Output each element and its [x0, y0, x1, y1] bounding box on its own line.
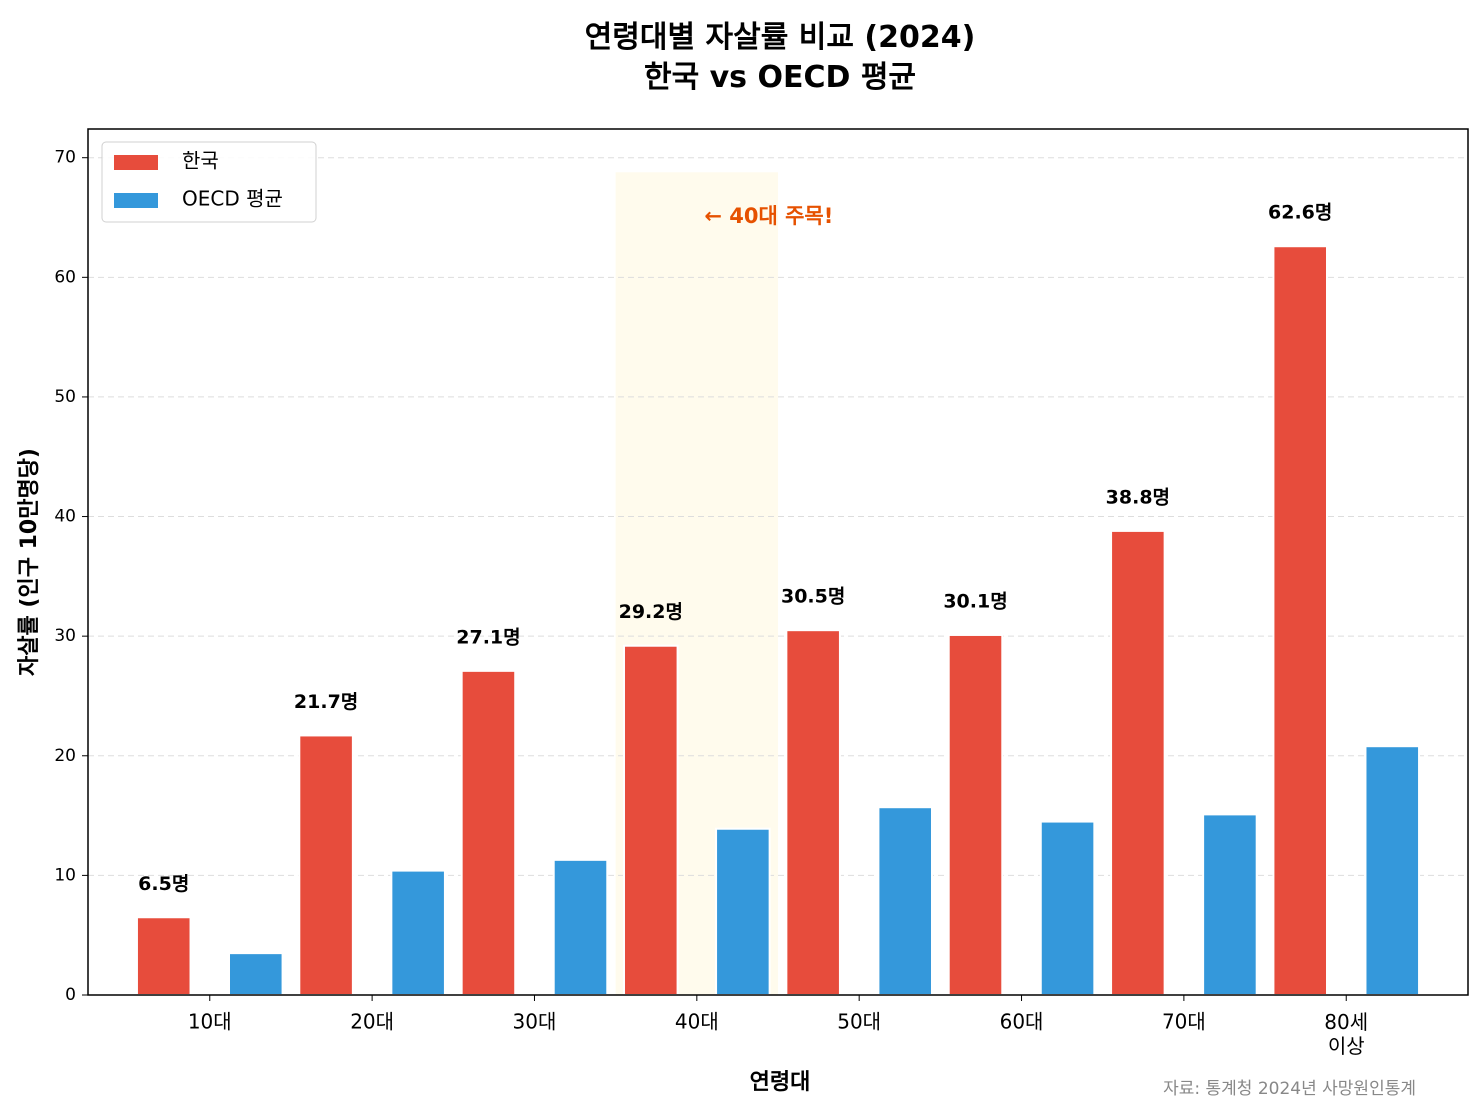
x-tick-label: 40대 — [675, 1010, 719, 1034]
bar — [228, 952, 284, 997]
x-axis-label: 연령대 — [750, 1070, 811, 1095]
value-label: 38.8명 — [1106, 486, 1170, 508]
y-tick-label: 70 — [54, 148, 76, 168]
x-tick-label: 20대 — [350, 1010, 394, 1034]
y-axis-label: 자살률 (인구 10만명당) — [17, 448, 42, 676]
y-tick-label: 40 — [54, 507, 76, 527]
chart-title: 연령대별 자살률 비교 (2024) 한국 vs OECD 평균 — [585, 20, 976, 95]
legend-swatch — [114, 155, 158, 170]
x-tick-label: 10대 — [188, 1010, 232, 1034]
y-tick-label: 0 — [65, 985, 76, 1005]
bar — [715, 827, 771, 996]
value-label: 6.5명 — [138, 873, 189, 895]
bar — [785, 629, 841, 996]
legend-label: 한국 — [182, 149, 219, 173]
annotation: ← 40대 주목! — [704, 204, 833, 228]
y-tick-label: 50 — [54, 387, 76, 407]
y-tick-label: 10 — [54, 865, 76, 885]
x-tick-label: 70대 — [1162, 1010, 1206, 1034]
value-label: 27.1명 — [456, 626, 520, 648]
value-label: 29.2명 — [619, 601, 683, 623]
bar — [1039, 820, 1096, 997]
legend-swatch — [114, 193, 158, 208]
bar — [877, 806, 933, 996]
y-tick-label: 30 — [54, 626, 76, 646]
bar — [623, 644, 679, 997]
plot-frame — [87, 128, 1469, 996]
legend-label: OECD 평균 — [182, 187, 283, 211]
bar — [135, 916, 192, 997]
value-label: 30.5명 — [781, 586, 845, 608]
x-tick-label: 80세 이상 — [1324, 1010, 1368, 1058]
bar — [298, 734, 354, 996]
value-label: 30.1명 — [943, 590, 1007, 612]
y-tick-label: 60 — [54, 267, 76, 287]
x-tick-label: 50대 — [837, 1010, 881, 1034]
value-label: 62.6명 — [1268, 202, 1332, 224]
bar — [947, 633, 1004, 997]
bar — [552, 858, 609, 997]
y-tick-label: 20 — [54, 746, 76, 766]
bar — [1202, 813, 1258, 996]
source-note: 자료: 통계청 2024년 사망원인통계 — [1163, 1079, 1416, 1099]
bar — [390, 869, 446, 997]
bar — [1110, 529, 1166, 997]
x-tick-label: 60대 — [1000, 1010, 1044, 1034]
value-label: 21.7명 — [294, 691, 358, 713]
bar — [1364, 745, 1421, 996]
x-tick-label: 30대 — [513, 1010, 557, 1034]
bar — [460, 669, 517, 997]
bar — [1272, 245, 1328, 996]
